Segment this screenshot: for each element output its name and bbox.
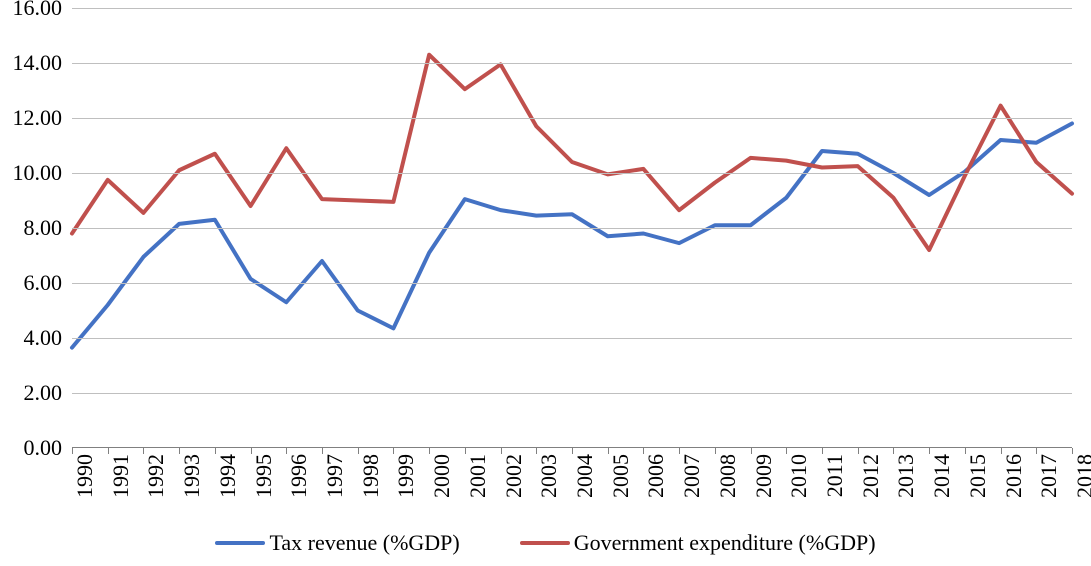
y-tick-label: 0.00 (24, 435, 73, 461)
x-tick-label: 1997 (322, 454, 348, 498)
x-tick-label: 2014 (929, 454, 955, 498)
legend-item: Tax revenue (%GDP) (215, 530, 459, 556)
legend: Tax revenue (%GDP) Government expenditure… (0, 530, 1091, 556)
legend-label: Government expenditure (%GDP) (574, 530, 876, 556)
x-tick-label: 2005 (608, 454, 634, 498)
gridline (72, 338, 1072, 339)
x-tick-label: 1991 (108, 454, 134, 498)
x-tick-label: 2012 (858, 454, 884, 498)
line-chart: 0.00 2.00 4.00 6.00 8.00 10.00 12.00 14.00 16.00… (0, 0, 1091, 566)
x-tick-label: 2009 (751, 454, 777, 498)
x-tick-label: 2007 (679, 454, 705, 498)
x-tick-label: 2002 (501, 454, 527, 498)
x-tick-label: 1996 (286, 454, 312, 498)
x-tick-label: 2004 (572, 454, 598, 498)
series-line (72, 55, 1072, 250)
x-tick-label: 2018 (1072, 454, 1091, 498)
legend-swatch (520, 541, 570, 545)
y-tick-label: 4.00 (24, 325, 73, 351)
gridline (72, 8, 1072, 9)
y-tick-label: 6.00 (24, 270, 73, 296)
x-tick-label: 2013 (893, 454, 919, 498)
series-line (72, 124, 1072, 348)
legend-item: Government expenditure (%GDP) (520, 530, 876, 556)
x-tick-label: 1994 (215, 454, 241, 498)
x-tick-label: 1995 (251, 454, 277, 498)
y-tick-label: 2.00 (24, 380, 73, 406)
gridline (72, 393, 1072, 394)
y-tick-label: 16.00 (13, 0, 73, 21)
x-tick-label: 2016 (1001, 454, 1027, 498)
x-tick-label: 2010 (786, 454, 812, 498)
x-tick-label: 1992 (143, 454, 169, 498)
gridline (72, 63, 1072, 64)
x-tick-label: 2008 (715, 454, 741, 498)
y-tick-label: 14.00 (13, 50, 73, 76)
x-tick-label: 2000 (429, 454, 455, 498)
x-tick-label: 2001 (465, 454, 491, 498)
x-tick-label: 2006 (643, 454, 669, 498)
plot-area: 0.002.004.006.008.0010.0012.0014.0016.00… (72, 8, 1072, 448)
x-tick-label: 1990 (72, 454, 98, 498)
y-tick-label: 12.00 (13, 105, 73, 131)
gridline (72, 173, 1072, 174)
x-tick-label: 1993 (179, 454, 205, 498)
legend-swatch (215, 541, 265, 545)
y-tick-label: 10.00 (13, 160, 73, 186)
x-tick-label: 2015 (965, 454, 991, 498)
gridline (72, 118, 1072, 119)
y-tick-label: 8.00 (24, 215, 73, 241)
x-tick-label: 1999 (393, 454, 419, 498)
legend-label: Tax revenue (%GDP) (269, 530, 459, 556)
x-tick-label: 1998 (358, 454, 384, 498)
x-tick-label: 2003 (536, 454, 562, 498)
x-tick-label: 2011 (822, 454, 848, 497)
gridline (72, 283, 1072, 284)
gridline (72, 228, 1072, 229)
x-tick-label: 2017 (1036, 454, 1062, 498)
